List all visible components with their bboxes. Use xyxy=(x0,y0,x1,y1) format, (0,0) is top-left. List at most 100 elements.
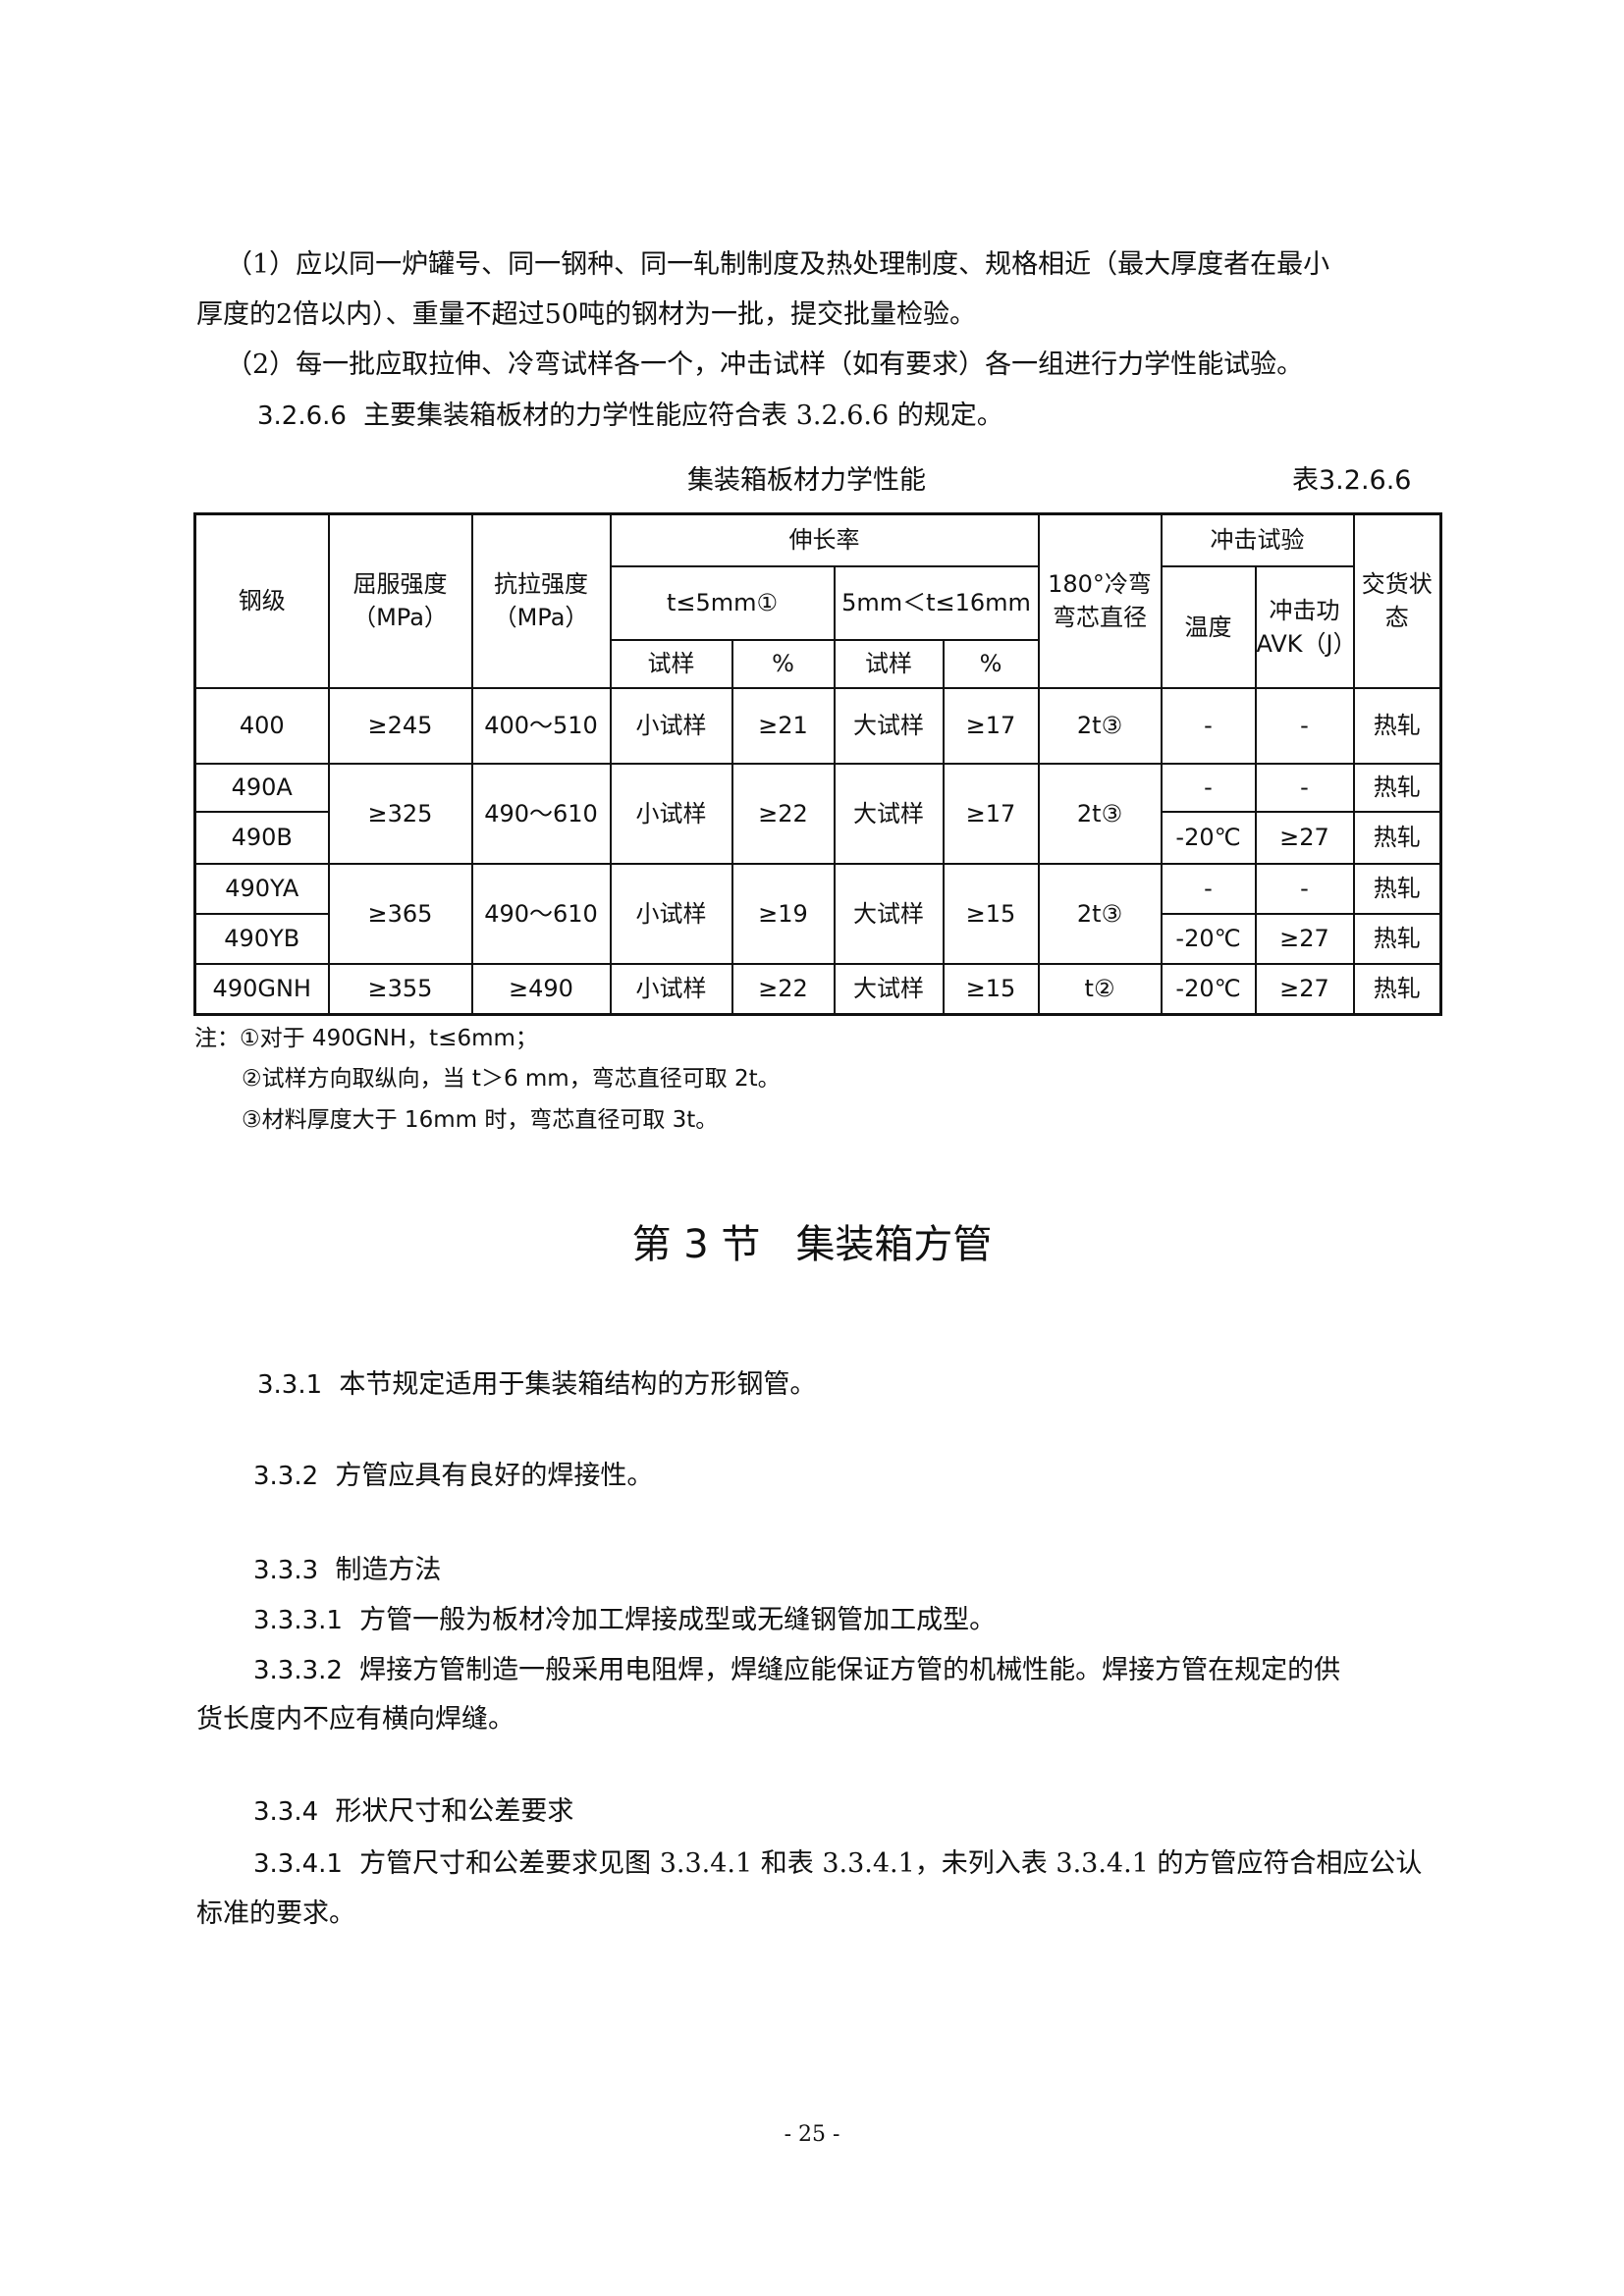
clause: 3.3.2 方管应具有良好的焊接性。 xyxy=(253,1457,653,1496)
cell-tensile: 490～610 xyxy=(470,862,612,965)
cell-sample: 小试样 xyxy=(609,762,733,865)
table-note: ③材料厚度大于 16mm 时，弯芯直径可取 3t。 xyxy=(242,1107,719,1133)
cell-yield: ≥325 xyxy=(327,762,473,865)
header-tensile: 抗拉强度（MPa） xyxy=(470,512,612,689)
cell-grade: 490YB xyxy=(193,912,330,965)
cell-percent: ≥15 xyxy=(942,862,1040,965)
cell-temp: -20℃ xyxy=(1160,912,1257,965)
cell-energy: - xyxy=(1254,762,1355,813)
cell-tensile: 490～610 xyxy=(470,762,612,865)
cell-sample: 大试样 xyxy=(833,762,945,865)
table-note: ②试样方向取纵向，当 t＞6 mm，弯芯直径可取 2t。 xyxy=(242,1066,781,1092)
cell-delivery: 热轧 xyxy=(1352,912,1442,965)
cell-percent: ≥21 xyxy=(731,686,836,765)
header-percent: % xyxy=(731,638,836,689)
header-grade: 钢级 xyxy=(193,512,330,689)
header-t-le5: t≤5mm① xyxy=(609,564,836,641)
clause-number: 3.3.4.1 xyxy=(253,1849,343,1879)
section-number: 第 3 节 xyxy=(631,1222,761,1267)
cell-bend: 2t③ xyxy=(1037,862,1163,965)
cell-grade: 490YA xyxy=(193,862,330,915)
clause-text: 方管应具有良好的焊接性。 xyxy=(335,1461,654,1491)
cell-percent: ≥22 xyxy=(731,962,836,1016)
cell-bend: 2t③ xyxy=(1037,762,1163,865)
cell-grade: 400 xyxy=(193,686,330,765)
cell-percent: ≥22 xyxy=(731,762,836,865)
table-caption: 集装箱板材力学性能 xyxy=(687,465,926,496)
table-row: 490GNH ≥355 ≥490 小试样 ≥22 大试样 ≥15 t② -20℃… xyxy=(193,962,1442,1016)
cell-percent: ≥19 xyxy=(731,862,836,965)
clause: 3.3.3.2 焊接方管制造一般采用电阻焊，焊缝应能保证方管的机械性能。焊接方管… xyxy=(253,1651,1340,1690)
header-t-5-16: 5mm＜t≤16mm xyxy=(833,564,1040,641)
cell-grade: 490GNH xyxy=(193,962,330,1016)
cell-delivery: 热轧 xyxy=(1352,762,1442,813)
table-row: 490B -20℃ ≥27 热轧 xyxy=(193,810,1442,865)
cell-temp: - xyxy=(1160,686,1257,765)
paragraph: 厚度的2倍以内）、重量不超过50吨的钢材为一批，提交批量检验。 xyxy=(196,299,977,330)
cell-energy: ≥27 xyxy=(1254,912,1355,965)
clause: 3.3.4.1 方管尺寸和公差要求见图 3.3.4.1 和表 3.3.4.1，未… xyxy=(253,1844,1422,1884)
clause-continuation: 货长度内不应有横向焊缝。 xyxy=(196,1704,514,1735)
clause-text: 方管尺寸和公差要求见图 3.3.4.1 和表 3.3.4.1，未列入表 3.3.… xyxy=(359,1848,1423,1879)
header-elongation: 伸长率 xyxy=(609,512,1040,567)
paragraph: （1）应以同一炉罐号、同一钢种、同一轧制制度及热处理制度、规格相近（最大厚度者在… xyxy=(226,249,1330,280)
table-number: 表3.2.6.6 xyxy=(1292,465,1412,496)
section-title: 集装箱方管 xyxy=(795,1222,993,1267)
cell-energy: - xyxy=(1254,686,1355,765)
clause-text: 方管一般为板材冷加工焊接成型或无缝钢管加工成型。 xyxy=(359,1605,997,1635)
cell-bend: t② xyxy=(1037,962,1163,1016)
header-delivery: 交货状态 xyxy=(1352,512,1442,689)
clause-number: 3.3.2 xyxy=(253,1462,319,1491)
mechanical-properties-table: 钢级 屈服强度（MPa） 抗拉强度（MPa） 伸长率 180°冷弯弯芯直径 冲击… xyxy=(193,512,1442,1016)
cell-energy: ≥27 xyxy=(1254,810,1355,865)
table-row: 490YA ≥365 490～610 小试样 ≥19 大试样 ≥15 2t③ -… xyxy=(193,862,1442,965)
cell-grade: 490A xyxy=(193,762,330,813)
clause-continuation: 标准的要求。 xyxy=(196,1898,355,1929)
header-energy: 冲击功AVK（J） xyxy=(1254,564,1357,689)
clause-number: 3.3.3 xyxy=(253,1556,319,1585)
cell-tensile: 400～510 xyxy=(470,686,612,765)
clause-text: 本节规定适用于集装箱结构的方形钢管。 xyxy=(339,1369,817,1400)
cell-energy: - xyxy=(1254,862,1355,915)
header-sample: 试样 xyxy=(833,638,945,689)
clause-3266: 3.2.6.6 主要集装箱板材的力学性能应符合表 3.2.6.6 的规定。 xyxy=(257,397,1003,436)
cell-delivery: 热轧 xyxy=(1352,862,1442,915)
cell-percent: ≥17 xyxy=(942,762,1040,865)
cell-tensile: ≥490 xyxy=(470,962,612,1016)
clause-number: 3.2.6.6 xyxy=(257,401,347,431)
cell-delivery: 热轧 xyxy=(1352,686,1442,765)
cell-yield: ≥365 xyxy=(327,862,473,965)
header-temp: 温度 xyxy=(1160,564,1257,689)
header-yield: 屈服强度（MPa） xyxy=(327,512,473,689)
clause: 3.3.4 形状尺寸和公差要求 xyxy=(253,1792,573,1832)
table-row: 400 ≥245 400～510 小试样 ≥21 大试样 ≥17 2t③ - -… xyxy=(193,686,1442,765)
cell-temp: -20℃ xyxy=(1160,962,1257,1016)
cell-sample: 小试样 xyxy=(609,962,733,1016)
paragraph: （2）每一批应取拉伸、冷弯试样各一个，冲击试样（如有要求）各一组进行力学性能试验… xyxy=(226,349,1304,380)
header-impact: 冲击试验 xyxy=(1160,512,1355,567)
clause-number: 3.3.3.2 xyxy=(253,1656,343,1685)
cell-bend: 2t③ xyxy=(1037,686,1163,765)
section-heading: 第 3 节集装箱方管 xyxy=(0,1217,1624,1272)
clause-text: 形状尺寸和公差要求 xyxy=(335,1796,574,1827)
cell-temp: -20℃ xyxy=(1160,810,1257,865)
table-row: 490YB -20℃ ≥27 热轧 xyxy=(193,912,1442,965)
cell-percent: ≥17 xyxy=(942,686,1040,765)
cell-temp: - xyxy=(1160,762,1257,813)
clause: 3.3.3.1 方管一般为板材冷加工焊接成型或无缝钢管加工成型。 xyxy=(253,1601,996,1640)
clause-text: 主要集装箱板材的力学性能应符合表 3.2.6.6 的规定。 xyxy=(363,400,1003,431)
header-bend: 180°冷弯弯芯直径 xyxy=(1037,512,1163,689)
clause: 3.3.1 本节规定适用于集装箱结构的方形钢管。 xyxy=(257,1365,816,1405)
cell-sample: 小试样 xyxy=(609,862,733,965)
clause-text: 制造方法 xyxy=(335,1555,442,1585)
cell-yield: ≥245 xyxy=(327,686,473,765)
clause-text: 焊接方管制造一般采用电阻焊，焊缝应能保证方管的机械性能。焊接方管在规定的供 xyxy=(359,1655,1341,1685)
cell-sample: 大试样 xyxy=(833,862,945,965)
header-percent: % xyxy=(942,638,1040,689)
cell-delivery: 热轧 xyxy=(1352,810,1442,865)
cell-sample: 大试样 xyxy=(833,962,945,1016)
table-row: 490A ≥325 490～610 小试样 ≥22 大试样 ≥17 2t③ - … xyxy=(193,762,1442,865)
cell-energy: ≥27 xyxy=(1254,962,1355,1016)
cell-grade: 490B xyxy=(193,810,330,865)
clause-number: 3.3.4 xyxy=(253,1797,319,1827)
